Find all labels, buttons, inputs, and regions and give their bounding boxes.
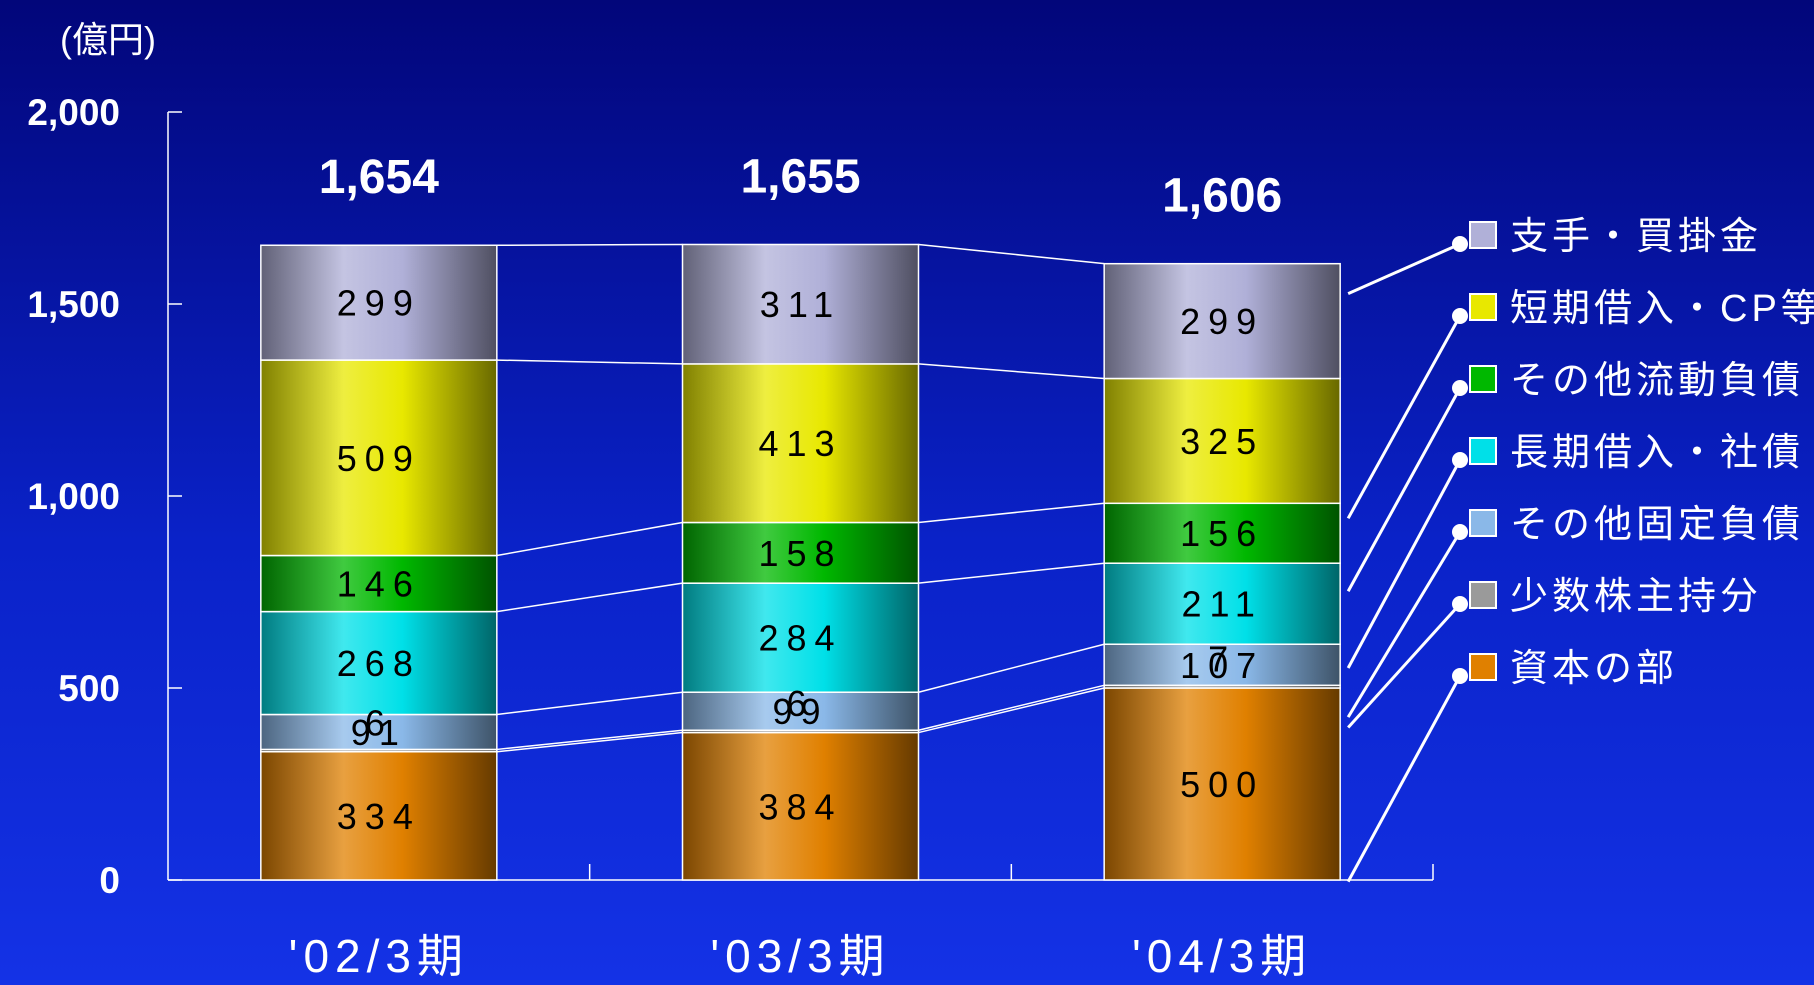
legend-swatch: [1469, 653, 1497, 681]
data-label: 384: [758, 786, 842, 827]
bar-segment: [260, 244, 498, 361]
legend-label: 少数株主持分: [1510, 576, 1762, 618]
total-label: 1,654: [319, 151, 439, 204]
y-tick-label: 1,500: [27, 284, 120, 325]
legend-leader-line: [1347, 602, 1462, 729]
data-label: 156: [1180, 513, 1264, 554]
data-label: 6: [365, 702, 393, 743]
legend-label: 支手・買掛金: [1510, 216, 1762, 258]
legend-leader-dot: [1452, 596, 1468, 612]
data-label: 334: [337, 796, 421, 837]
data-label: 299: [1180, 301, 1264, 342]
connector-line: [918, 687, 1105, 734]
bar-segment: [260, 359, 498, 557]
connector-line: [496, 243, 683, 246]
x-tick-label: '03/3期: [710, 930, 890, 982]
legend-leader-dot: [1452, 236, 1468, 252]
connector-line: [918, 562, 1105, 584]
x-tick-label: '02/3期: [289, 930, 469, 982]
connector-line: [496, 731, 683, 753]
legend: 支手・買掛金短期借入・CP等その他流動負債長期借入・社債その他固定負債少数株主持…: [1346, 216, 1814, 883]
data-label: 107: [1180, 645, 1264, 686]
connector-line: [918, 643, 1105, 693]
bar-segment: [681, 243, 920, 365]
bar-segment: [1103, 643, 1341, 687]
connector-line: [918, 502, 1105, 524]
data-label: 311: [760, 284, 841, 325]
legend-leader-dot: [1452, 380, 1468, 396]
bar-segment: [1103, 562, 1341, 645]
legend-leader-line: [1346, 531, 1462, 718]
legend-leader-dot: [1452, 308, 1468, 324]
legend-label: その他固定負債: [1510, 504, 1804, 546]
bar-segment: [260, 713, 498, 751]
data-label: 146: [337, 564, 421, 605]
bar-segment: [681, 731, 920, 881]
legend-leader-dot: [1452, 668, 1468, 684]
y-tick-label: 1,000: [27, 476, 120, 517]
legend-swatch: [1469, 581, 1497, 609]
bar-segment: [260, 610, 498, 716]
data-label: 413: [758, 423, 842, 464]
legend-leader-line: [1346, 315, 1462, 520]
legend-swatch: [1469, 437, 1497, 465]
legend-swatch: [1469, 365, 1497, 393]
y-tick-label: 500: [58, 668, 120, 709]
connector-line: [496, 729, 683, 751]
legend-swatch: [1469, 509, 1497, 537]
data-label: 509: [337, 438, 421, 479]
total-label: 1,606: [1162, 169, 1282, 222]
data-label: 500: [1180, 764, 1264, 805]
bar-segment: [1103, 687, 1341, 881]
legend-leader-dot: [1452, 452, 1468, 468]
data-label: 7: [1208, 638, 1236, 679]
legend-swatch: [1469, 293, 1497, 321]
data-label: 91: [351, 712, 407, 753]
legend-leader-line: [1346, 387, 1462, 592]
legend-leader-line: [1346, 675, 1462, 883]
connector-line: [496, 521, 683, 557]
connector-line: [496, 359, 683, 365]
bars: 334691268146509299'02/3期1,65438469928415…: [260, 150, 1341, 982]
legend-leader-dot: [1452, 524, 1468, 540]
connector-line: [496, 691, 683, 716]
bar-segment: [681, 521, 920, 584]
connector-line: [918, 243, 1105, 265]
legend-swatch: [1469, 221, 1497, 249]
data-label: 299: [337, 283, 421, 324]
legend-label: 資本の部: [1510, 648, 1678, 690]
legend-leader-line: [1347, 242, 1461, 296]
data-label: 6: [786, 683, 814, 724]
bar-segment: [681, 363, 920, 524]
data-label: 284: [758, 618, 842, 659]
legend-label: その他流動負債: [1510, 360, 1804, 402]
connector-lines: [496, 243, 1105, 753]
connector-line: [918, 684, 1105, 731]
data-label: 325: [1180, 421, 1264, 462]
bar-segment: [1103, 502, 1341, 564]
bar-segment: [1103, 262, 1341, 380]
y-tick-label: 0: [99, 860, 120, 901]
legend-label: 長期借入・社債: [1510, 432, 1804, 474]
data-label: 158: [758, 533, 842, 574]
y-axis-unit-label: (億円): [60, 19, 156, 60]
data-label: 99: [772, 691, 828, 732]
data-label: 211: [1181, 584, 1262, 625]
bar-segment: [260, 750, 498, 881]
total-label: 1,655: [740, 150, 860, 203]
connector-line: [918, 363, 1105, 380]
bar-segment: [681, 582, 920, 693]
connector-line: [496, 582, 683, 613]
x-tick-label: '04/3期: [1132, 930, 1312, 982]
y-tick-label: 2,000: [27, 92, 120, 133]
data-label: 268: [337, 643, 421, 684]
legend-label: 短期借入・CP等: [1510, 288, 1814, 330]
legend-leader-line: [1346, 459, 1462, 669]
